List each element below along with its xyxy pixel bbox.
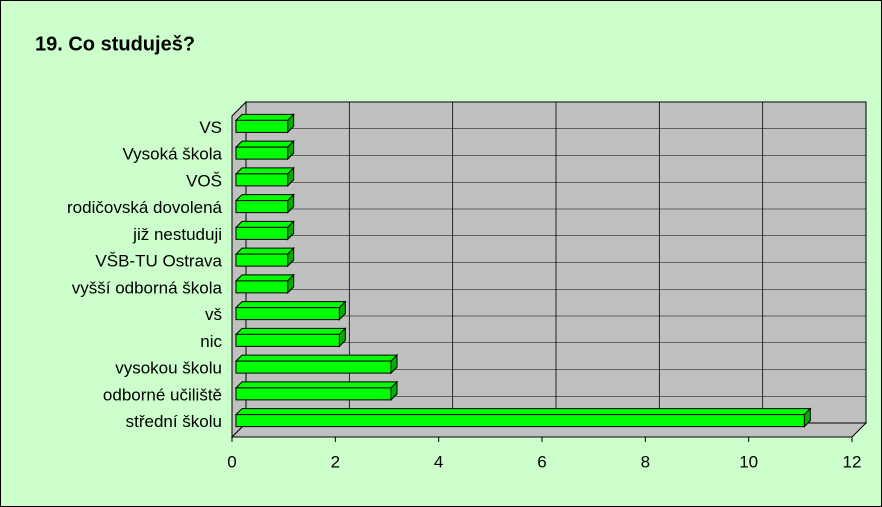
y-tick-label: rodičovská dovolená	[67, 198, 223, 217]
y-tick-label: VS	[199, 118, 222, 137]
bar	[235, 280, 289, 294]
y-tick-label: vysokou školu	[115, 359, 222, 378]
bar-top	[234, 140, 295, 148]
bar	[235, 226, 289, 240]
y-tick-label: vyšší odborná škola	[72, 278, 223, 297]
x-tick-label: 6	[537, 452, 546, 471]
bar	[235, 253, 289, 267]
x-tick-label: 4	[434, 452, 443, 471]
bar	[235, 200, 289, 214]
x-tick-label: 8	[641, 452, 650, 471]
bar-top	[234, 381, 399, 389]
y-tick-label: odborné učiliště	[103, 385, 222, 404]
bar-top	[234, 194, 295, 202]
bar-top	[234, 247, 295, 255]
bar	[235, 387, 392, 401]
y-tick-label: již nestuduji	[132, 225, 222, 244]
bar-top	[234, 354, 399, 362]
x-tick-label: 2	[331, 452, 340, 471]
x-tick-label: 0	[227, 452, 236, 471]
bar-top	[234, 220, 295, 228]
y-tick-label: nic	[200, 332, 222, 351]
bar	[235, 173, 289, 187]
y-tick-label: vš	[205, 305, 222, 324]
bar-top	[234, 408, 812, 416]
bar-top	[234, 327, 347, 335]
bar	[235, 119, 289, 133]
bar	[235, 146, 289, 160]
bar-top	[234, 167, 295, 175]
y-tick-label: VOŠ	[186, 171, 222, 190]
x-tick-label: 12	[843, 452, 862, 471]
bar-top	[234, 113, 295, 121]
y-tick-label: střední školu	[126, 412, 222, 431]
bar	[235, 360, 392, 374]
bar	[235, 307, 340, 321]
chart-title: 19. Co studuješ?	[35, 33, 195, 55]
y-tick-label: VŠB-TU Ostrava	[95, 252, 222, 271]
bar-top	[234, 274, 295, 282]
bar	[235, 414, 805, 428]
x-tick-label: 10	[739, 452, 758, 471]
bar	[235, 333, 340, 347]
bar-top	[234, 301, 347, 309]
y-tick-label: Vysoká škola	[122, 145, 222, 164]
